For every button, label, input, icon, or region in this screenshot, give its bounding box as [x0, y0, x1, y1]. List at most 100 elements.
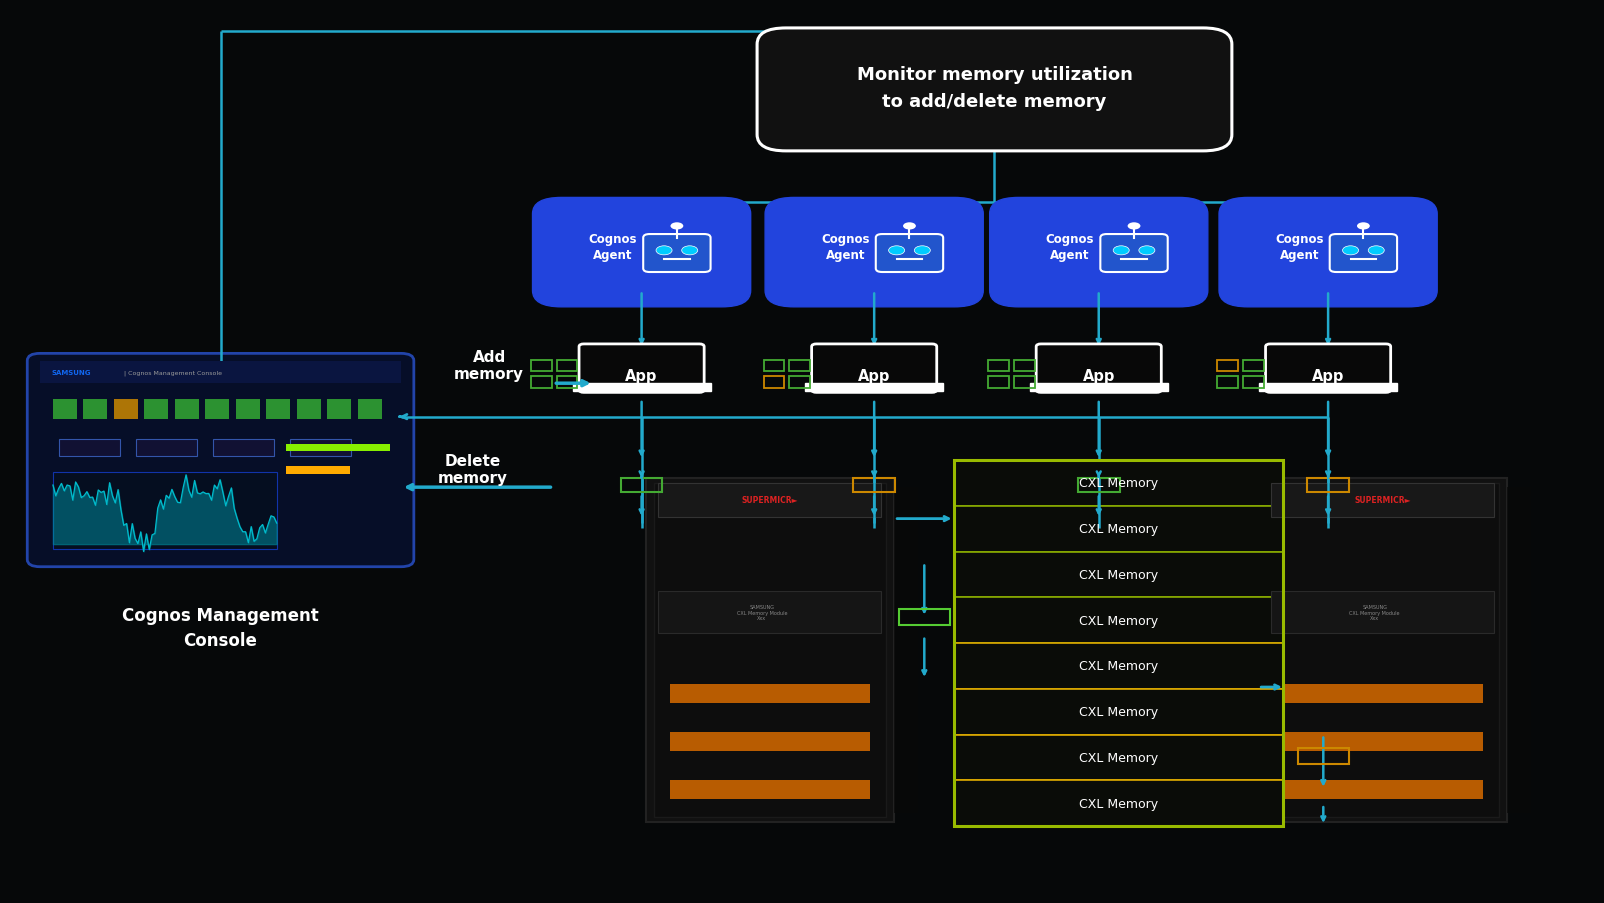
- Bar: [1508, 488, 1530, 813]
- FancyBboxPatch shape: [533, 199, 751, 307]
- Text: | Cognos Management Console: | Cognos Management Console: [124, 369, 221, 376]
- Bar: [1282, 732, 1482, 751]
- Bar: [789, 360, 810, 372]
- Circle shape: [889, 247, 905, 256]
- Bar: [573, 384, 711, 391]
- FancyBboxPatch shape: [643, 235, 711, 273]
- FancyBboxPatch shape: [757, 29, 1232, 152]
- Text: CXL Memory: CXL Memory: [1079, 705, 1158, 719]
- Bar: [670, 780, 869, 799]
- Text: Cognos
Agent: Cognos Agent: [589, 233, 637, 262]
- Bar: [764, 360, 784, 372]
- Text: SAMSUNG
CXL Memory Module
Xxx: SAMSUNG CXL Memory Module Xxx: [736, 604, 788, 620]
- Bar: [213, 440, 274, 456]
- Bar: [764, 377, 784, 388]
- Text: Monitor memory utilization
to add/delete memory: Monitor memory utilization to add/delete…: [857, 66, 1132, 111]
- Circle shape: [1368, 247, 1384, 256]
- Bar: [531, 377, 552, 388]
- Bar: [557, 360, 577, 372]
- Bar: [1243, 377, 1264, 388]
- Circle shape: [670, 223, 683, 230]
- FancyBboxPatch shape: [1330, 235, 1397, 273]
- Bar: [1307, 479, 1349, 492]
- Text: App: App: [1312, 369, 1344, 384]
- Bar: [895, 488, 917, 813]
- FancyBboxPatch shape: [990, 199, 1208, 307]
- Bar: [83, 400, 107, 420]
- Bar: [954, 689, 1283, 735]
- Bar: [327, 400, 351, 420]
- Text: Delete
memory: Delete memory: [438, 453, 508, 486]
- Bar: [1282, 780, 1482, 799]
- Bar: [658, 483, 882, 517]
- Bar: [59, 440, 120, 456]
- Bar: [1078, 479, 1120, 492]
- Text: Cognos
Agent: Cognos Agent: [1046, 233, 1094, 262]
- Bar: [954, 461, 1283, 826]
- Text: Cognos
Agent: Cognos Agent: [1275, 233, 1323, 262]
- Circle shape: [682, 247, 698, 256]
- Text: CXL Memory: CXL Memory: [1079, 796, 1158, 810]
- Bar: [654, 483, 885, 817]
- Circle shape: [1113, 247, 1129, 256]
- FancyBboxPatch shape: [1036, 345, 1161, 393]
- Bar: [954, 598, 1283, 643]
- Bar: [297, 400, 321, 420]
- Text: Add
memory: Add memory: [454, 349, 525, 382]
- Bar: [205, 400, 229, 420]
- Bar: [670, 732, 869, 751]
- FancyBboxPatch shape: [1219, 199, 1437, 307]
- Circle shape: [1128, 223, 1140, 230]
- FancyBboxPatch shape: [876, 235, 943, 273]
- Bar: [954, 552, 1283, 598]
- Text: App: App: [1083, 369, 1115, 384]
- Text: SUPERMICR►: SUPERMICR►: [741, 496, 799, 505]
- Bar: [290, 440, 351, 456]
- Text: SAMSUNG: SAMSUNG: [51, 369, 91, 376]
- Text: CXL Memory: CXL Memory: [1079, 614, 1158, 627]
- FancyBboxPatch shape: [1100, 235, 1168, 273]
- Bar: [988, 360, 1009, 372]
- Text: Cognos
Agent: Cognos Agent: [821, 233, 869, 262]
- Bar: [954, 507, 1283, 552]
- Text: SAMSUNG
CXL Memory Module
Xxx: SAMSUNG CXL Memory Module Xxx: [1349, 604, 1400, 620]
- Bar: [53, 400, 77, 420]
- Bar: [988, 377, 1009, 388]
- Bar: [40, 361, 401, 384]
- Bar: [531, 360, 552, 372]
- Bar: [286, 444, 390, 452]
- Bar: [1259, 384, 1397, 391]
- Circle shape: [656, 247, 672, 256]
- Bar: [1217, 377, 1238, 388]
- Text: CXL Memory: CXL Memory: [1079, 660, 1158, 673]
- Bar: [236, 400, 260, 420]
- Bar: [114, 400, 138, 420]
- FancyBboxPatch shape: [579, 345, 704, 393]
- Bar: [853, 479, 895, 492]
- Circle shape: [903, 223, 916, 230]
- Bar: [658, 591, 882, 633]
- Bar: [1282, 684, 1482, 703]
- Bar: [136, 440, 197, 456]
- Bar: [1217, 360, 1238, 372]
- Bar: [53, 472, 276, 549]
- Text: App: App: [626, 369, 658, 384]
- Bar: [1267, 483, 1498, 817]
- Circle shape: [1343, 247, 1359, 256]
- Bar: [144, 400, 168, 420]
- FancyBboxPatch shape: [27, 354, 414, 567]
- Bar: [1270, 591, 1495, 633]
- FancyBboxPatch shape: [812, 345, 937, 393]
- Bar: [954, 643, 1283, 689]
- Bar: [175, 400, 199, 420]
- Bar: [1298, 748, 1349, 764]
- Bar: [1030, 384, 1168, 391]
- Text: SUPERMICR►: SUPERMICR►: [1354, 496, 1412, 505]
- Bar: [898, 609, 950, 625]
- FancyBboxPatch shape: [1266, 345, 1391, 393]
- Bar: [1014, 377, 1035, 388]
- Bar: [266, 400, 290, 420]
- Text: CXL Memory: CXL Memory: [1079, 523, 1158, 535]
- Bar: [286, 467, 350, 474]
- Bar: [954, 735, 1283, 780]
